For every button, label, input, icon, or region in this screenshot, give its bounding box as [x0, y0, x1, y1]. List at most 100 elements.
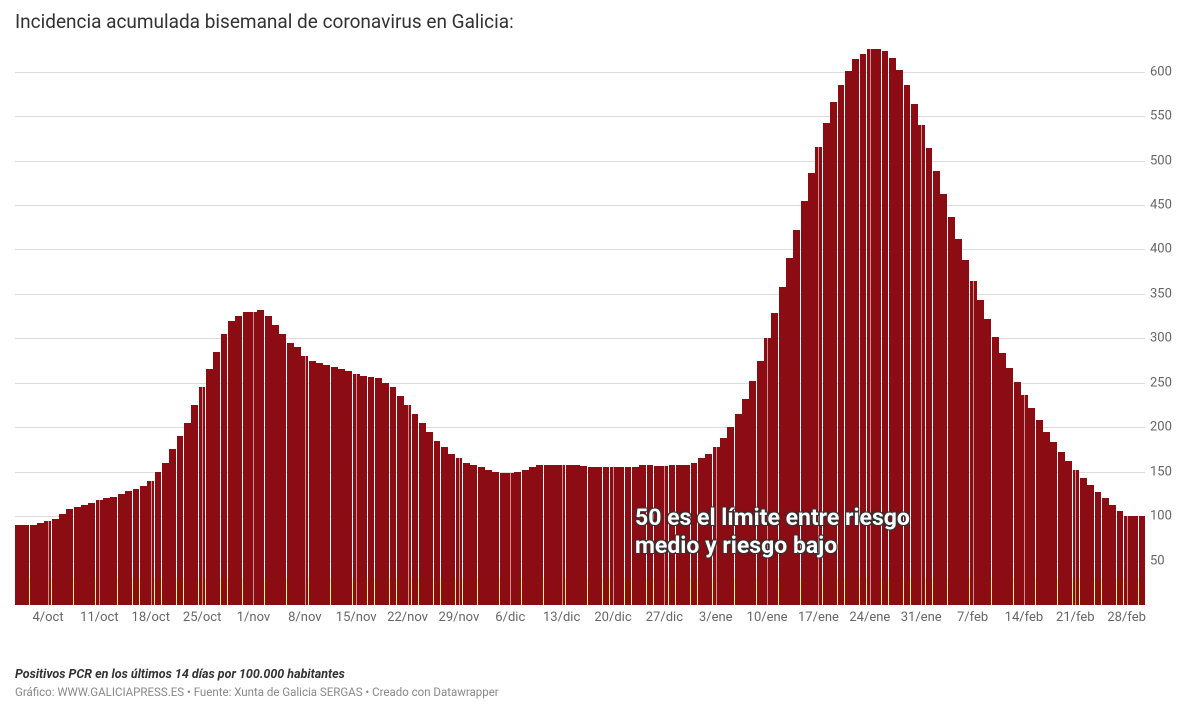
bar [66, 509, 73, 605]
bar [15, 525, 22, 605]
y-axis-label: 450 [1150, 198, 1172, 213]
bar [279, 334, 286, 605]
chart-title: Incidencia acumulada bisemanal de corona… [15, 10, 1184, 33]
bar [155, 472, 162, 605]
bar [933, 171, 940, 605]
x-axis-label: 8/nov [288, 610, 321, 625]
bar [272, 325, 279, 605]
y-axis-label: 400 [1150, 242, 1172, 257]
y-axis-label: 350 [1150, 286, 1172, 301]
bar [1058, 452, 1065, 605]
bar [257, 310, 264, 605]
y-axis-label: 150 [1150, 464, 1172, 479]
bar [331, 367, 338, 605]
bar [742, 399, 749, 605]
bar [52, 519, 59, 605]
x-axis-label: 24/ene [849, 610, 890, 625]
bar [1139, 516, 1146, 605]
bar [353, 374, 360, 605]
x-axis-label: 1/nov [237, 610, 270, 625]
bar [1065, 461, 1072, 605]
bar [1109, 505, 1116, 605]
bar [984, 319, 991, 605]
bar [1102, 498, 1109, 605]
bar [88, 503, 95, 605]
bar [1028, 408, 1035, 605]
bar [764, 338, 771, 605]
bar [507, 473, 514, 605]
bar [771, 313, 778, 605]
bar [1124, 516, 1131, 605]
bar [74, 507, 81, 605]
bar [44, 521, 51, 605]
bar [426, 432, 433, 605]
bar [1131, 516, 1138, 605]
bar [125, 491, 132, 605]
chart-credits: Gráfico: WWW.GALICIAPRESS.ES • Fuente: X… [15, 685, 499, 699]
bar [345, 371, 352, 605]
bar [287, 343, 294, 605]
y-axis-label: 100 [1150, 509, 1172, 524]
x-axis-label: 20/dic [594, 610, 631, 625]
bar [118, 494, 125, 605]
x-axis-label: 3/ene [699, 610, 733, 625]
x-axis-label: 13/dic [543, 610, 580, 625]
bar [81, 505, 88, 605]
bar [22, 525, 29, 605]
bar [558, 465, 565, 605]
bar [940, 194, 947, 605]
bar [1014, 382, 1021, 605]
bar [617, 467, 624, 605]
bar [250, 312, 257, 605]
x-axis-label: 14/feb [1005, 610, 1044, 625]
bar [390, 387, 397, 605]
bar [492, 472, 499, 605]
x-axis-label: 21/feb [1056, 610, 1095, 625]
x-axis-label: 25/oct [183, 610, 221, 625]
bar [323, 365, 330, 605]
bar [485, 470, 492, 605]
bar [522, 470, 529, 605]
bar [140, 486, 147, 605]
bar [977, 300, 984, 605]
bar [955, 239, 962, 605]
bar [1095, 492, 1102, 605]
bar [206, 369, 213, 605]
bar [948, 217, 955, 605]
x-axis-label: 17/ene [798, 610, 839, 625]
bar [551, 465, 558, 605]
bar [110, 497, 117, 605]
bar [478, 467, 485, 605]
bar [316, 363, 323, 605]
x-axis-label: 6/dic [495, 610, 525, 625]
y-axis-label: 300 [1150, 331, 1172, 346]
bar [573, 465, 580, 605]
bar [37, 523, 44, 605]
bar [441, 447, 448, 605]
bar [544, 465, 551, 605]
bar [213, 352, 220, 605]
bar [580, 466, 587, 605]
bar [749, 381, 756, 605]
bar [970, 281, 977, 605]
bar [147, 481, 154, 605]
bar [1006, 368, 1013, 605]
bar [96, 500, 103, 605]
bar [536, 465, 543, 605]
bar [243, 312, 250, 605]
bar [918, 125, 925, 605]
bar [1036, 420, 1043, 605]
bar [338, 369, 345, 605]
bar [514, 472, 521, 605]
x-axis-label: 15/nov [336, 610, 377, 625]
x-axis-label: 29/nov [439, 610, 480, 625]
bar [191, 405, 198, 605]
bar [463, 463, 470, 605]
bar [757, 361, 764, 605]
y-axis-label: 550 [1150, 109, 1172, 124]
bar [625, 467, 632, 605]
bar [235, 316, 242, 605]
bar [375, 378, 382, 605]
bar [360, 376, 367, 605]
y-axis-label: 600 [1150, 64, 1172, 79]
